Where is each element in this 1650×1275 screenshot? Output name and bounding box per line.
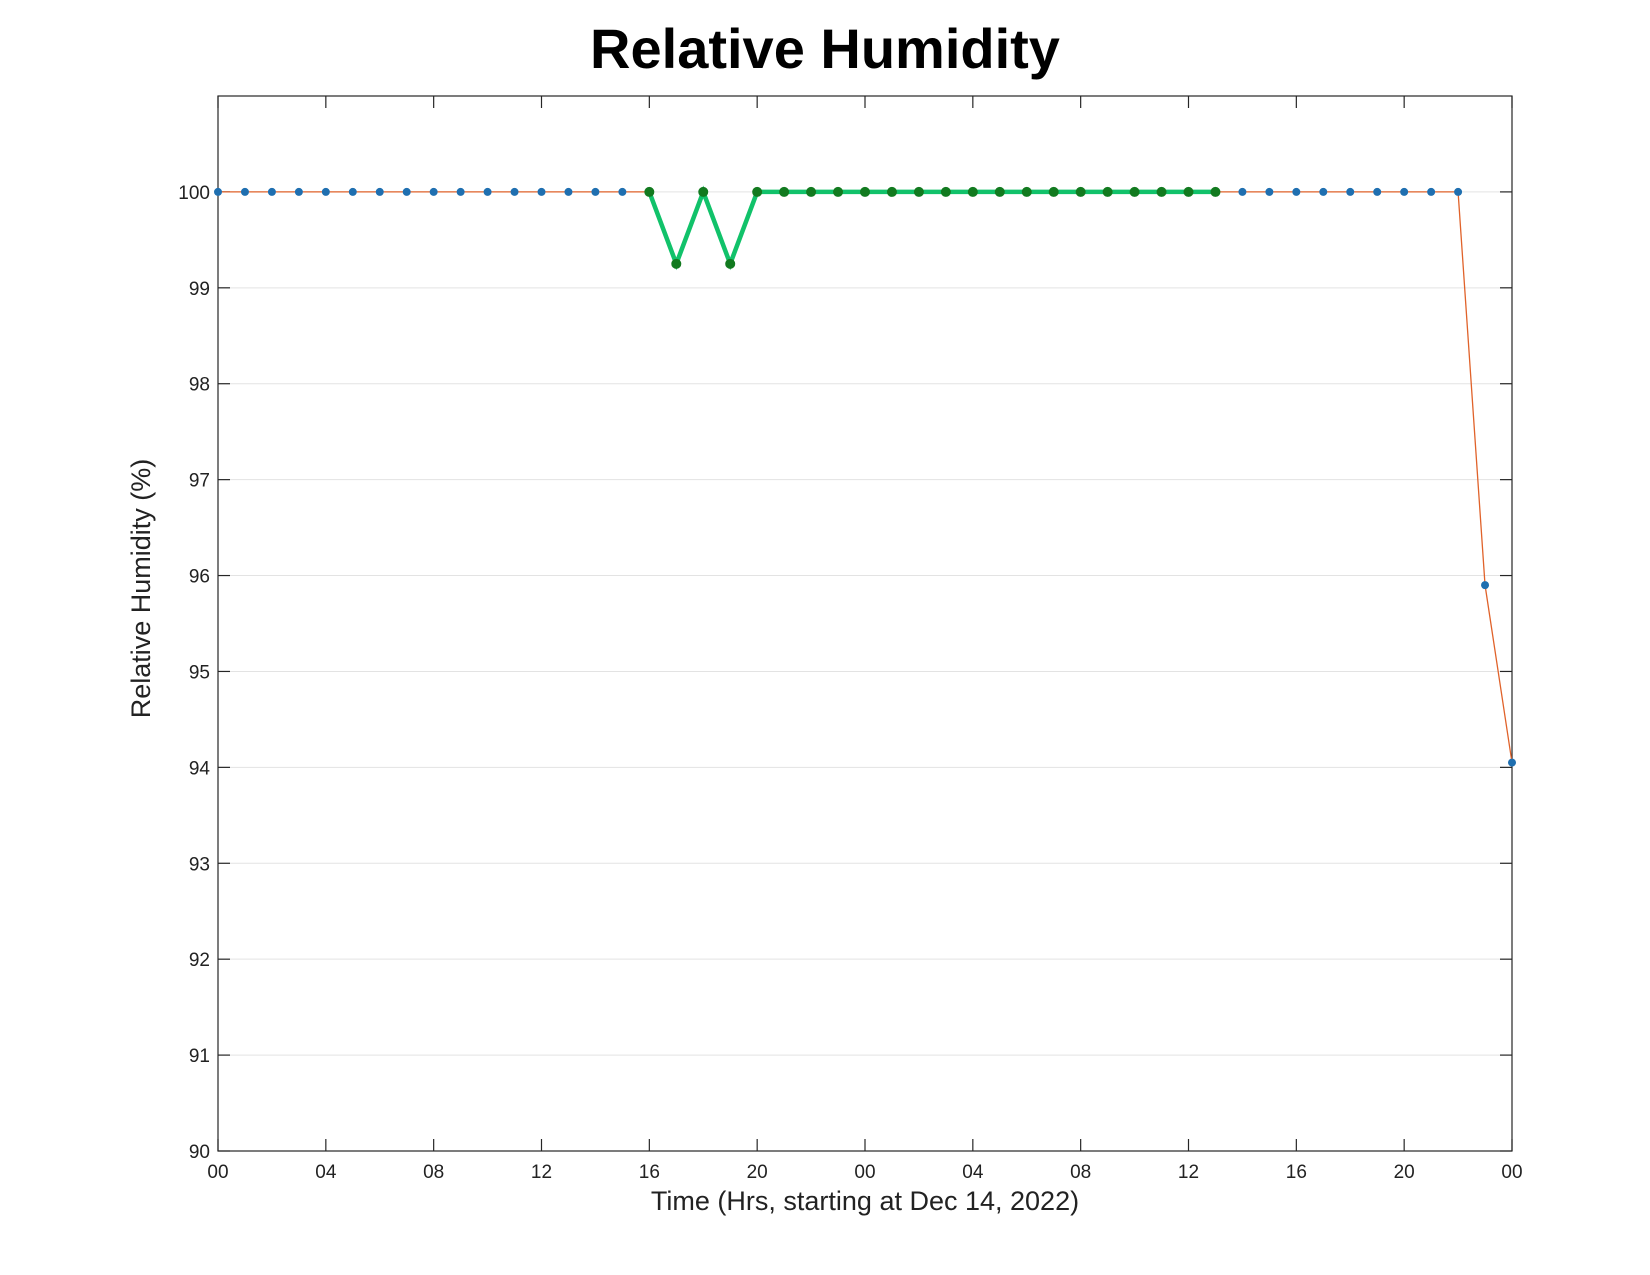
series-layer [214,185,1516,767]
series-full-point [537,187,546,196]
x-tick-label: 16 [1286,1162,1307,1183]
y-tick-label: 97 [189,471,210,492]
series-highlight-point [1129,186,1140,197]
axis-ticks: 90 91 92 93 94 95 96 97 98 99 100 00 04 08 12 16 20 00 04 0… [178,96,1523,1183]
series-full-point [483,187,492,196]
x-tick-label: 08 [423,1162,444,1183]
x-tick-label: 20 [1394,1162,1415,1183]
y-tick-label: 90 [189,1142,210,1163]
series-full-point [591,187,600,196]
series-highlight-point [940,186,951,197]
y-tick-label: 95 [189,662,210,683]
series-highlight-point [913,186,924,197]
grid-lines [218,191,1512,1152]
series-full-point [1454,187,1463,196]
x-tick-label: 04 [315,1162,337,1183]
series-full-point [429,187,438,196]
series-full-point [240,187,249,196]
series-highlight-point [671,258,682,269]
series-full-point [1346,187,1355,196]
x-tick-label: 00 [207,1162,228,1183]
x-tick-label: 00 [1501,1162,1522,1183]
axes-box [217,95,1513,1152]
series-highlight-point [752,186,763,197]
x-tick-label: 00 [854,1162,875,1183]
y-tick-label: 100 [178,183,210,204]
series-highlight-point [644,186,655,197]
series-full-point [1238,187,1247,196]
series-highlight-point [725,258,736,269]
series-full-point [564,187,573,196]
series-highlight-point [1021,186,1032,197]
series-highlight-point [967,186,978,197]
series-full-point [267,187,276,196]
y-tick-label: 92 [189,950,210,971]
series-full-point [1481,581,1490,590]
series-full-point [1400,187,1409,196]
series-highlight-point [886,186,897,197]
series-full-point [1292,187,1301,196]
series-full-point [321,187,330,196]
series-highlight-point [779,186,790,197]
series-full-point [294,187,303,196]
series-full-point [456,187,465,196]
series-full-point [1427,187,1436,196]
series-highlight-point [994,186,1005,197]
series-highlight-point [860,186,870,197]
series-full-point [1373,187,1382,196]
y-tick-label: 98 [189,375,210,396]
y-tick-label: 93 [189,854,210,875]
series-full-line [218,190,1513,763]
series-full-point [348,187,357,196]
x-tick-label: 20 [747,1162,768,1183]
x-tick-label: 08 [1070,1162,1091,1183]
series-full-point [214,187,222,196]
x-axis-label: Time (Hrs, starting at Dec 14, 2022) [651,1186,1079,1216]
y-tick-label: 96 [189,567,210,588]
series-full-point [618,187,627,196]
series-highlight-point [1102,186,1113,197]
series-full-point [1265,187,1274,196]
y-tick-label: 99 [189,279,210,300]
series-highlight-line [647,185,1216,271]
series-highlight-point [1210,186,1221,197]
series-highlight-point [1183,186,1194,197]
x-tick-label: 12 [531,1162,552,1183]
y-tick-label: 94 [189,758,211,779]
x-tick-label: 12 [1178,1162,1199,1183]
y-tick-label: 91 [189,1046,210,1067]
series-highlight-point [698,186,709,197]
series-full-point [402,187,411,196]
x-tick-label: 04 [962,1162,984,1183]
series-highlight-point [1075,186,1086,197]
series-highlight-point [806,186,817,197]
chart-title: Relative Humidity [590,17,1060,80]
series-highlight-point [1048,186,1059,197]
series-highlight-point [1156,186,1167,197]
series-full-point [510,187,519,196]
series-full-point [375,187,384,196]
series-full-point [1319,187,1328,196]
x-tick-label: 16 [639,1162,660,1183]
y-axis-label: Relative Humidity (%) [126,459,156,719]
series-full-point [1508,758,1516,767]
series-highlight-point [833,186,844,197]
